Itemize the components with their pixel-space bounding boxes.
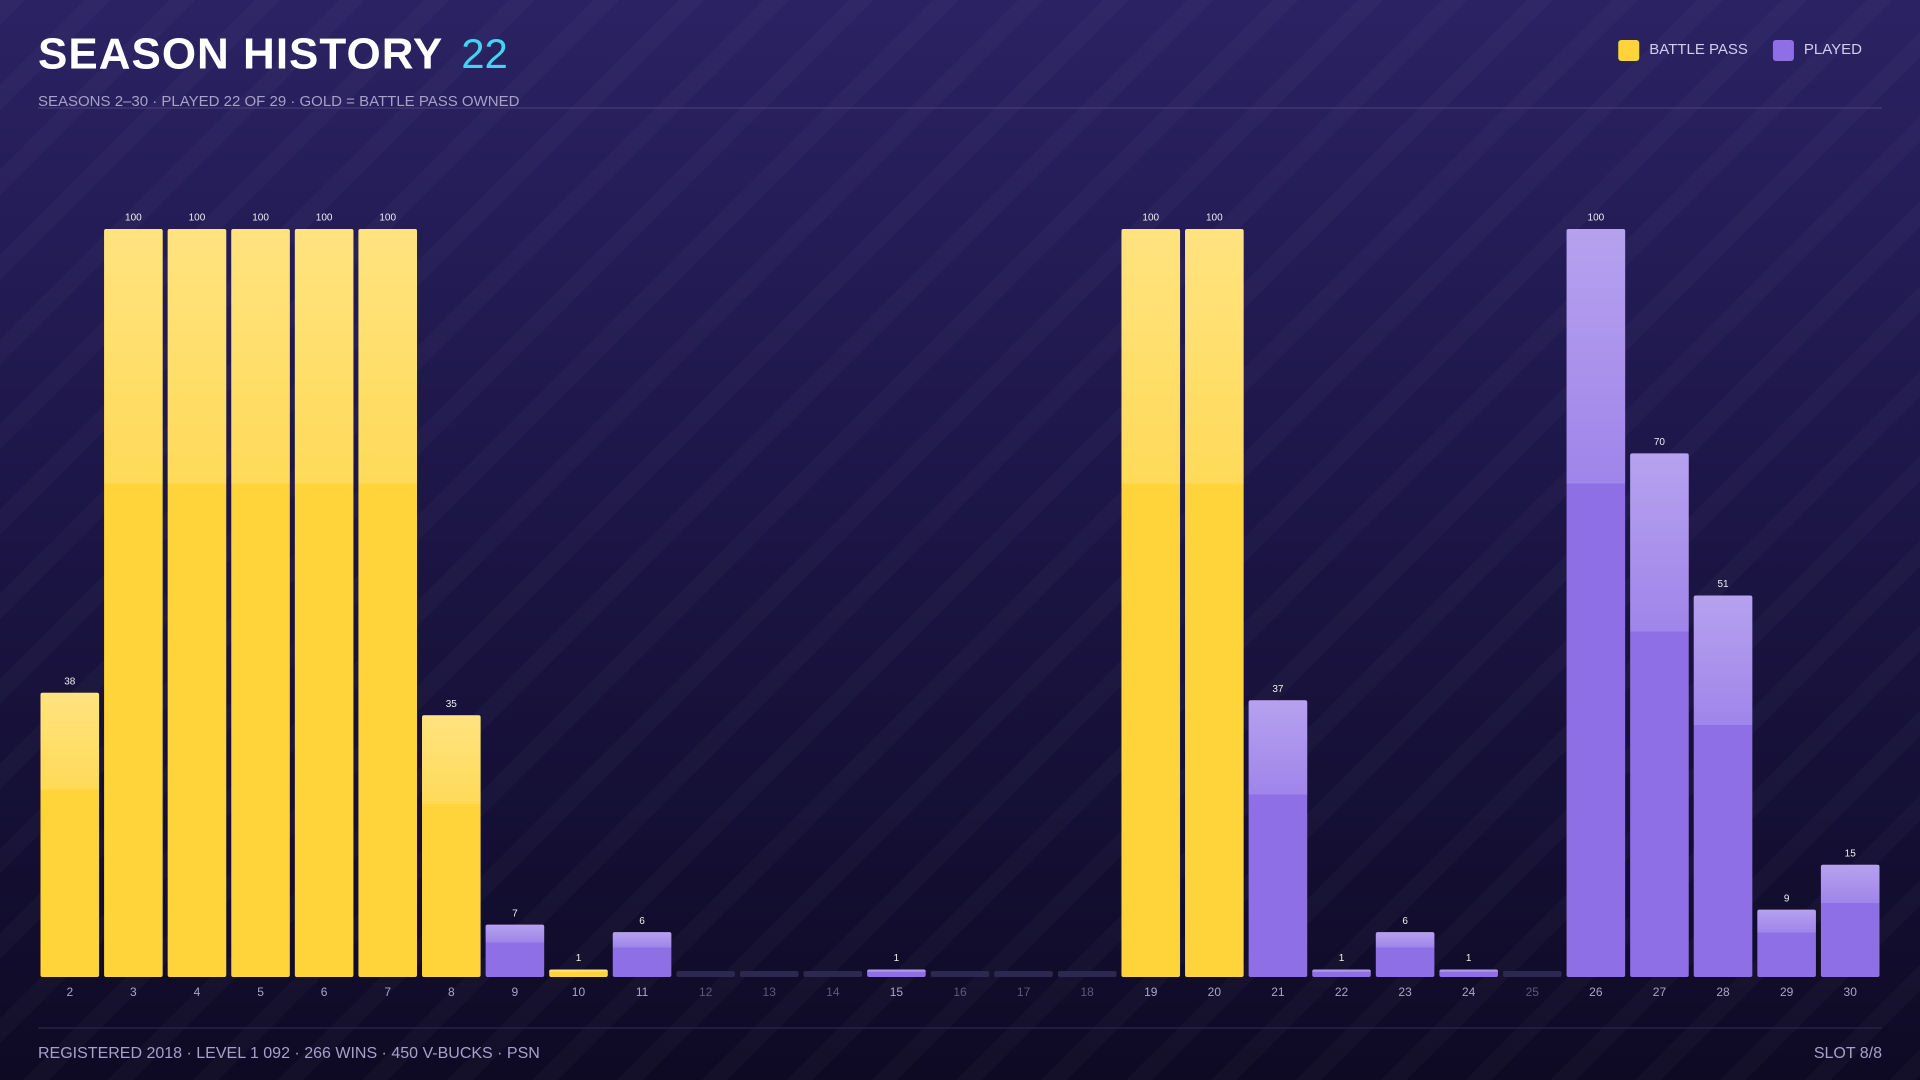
x-tick-label: 18	[1080, 985, 1094, 999]
bar-highlight	[1375, 932, 1435, 977]
x-tick-label: 4	[194, 985, 201, 999]
bar-highlight	[294, 229, 354, 977]
x-tick-label: 17	[1017, 985, 1031, 999]
bar-highlight	[549, 969, 608, 977]
empty-slot	[1502, 971, 1562, 977]
subtitle: SEASONS 2–30 · PLAYED 22 OF 29 · GOLD = …	[38, 93, 520, 110]
value-label: 37	[1272, 684, 1284, 695]
value-label: 35	[446, 699, 458, 710]
bar-highlight	[867, 969, 926, 977]
x-tick-label: 2	[66, 985, 73, 999]
x-tick-label: 6	[321, 985, 328, 999]
x-tick-label: 26	[1589, 985, 1603, 999]
value-label: 100	[189, 213, 206, 224]
x-tick-label: 29	[1780, 985, 1794, 999]
value-label: 38	[64, 676, 76, 687]
value-label: 100	[1142, 213, 1159, 224]
x-tick-label: 9	[512, 985, 519, 999]
value-label: 6	[1402, 916, 1408, 927]
x-tick-label: 28	[1716, 985, 1730, 999]
empty-slot	[803, 971, 863, 977]
bar-highlight	[1693, 595, 1753, 977]
x-tick-label: 10	[572, 985, 586, 999]
bar-highlight	[1439, 969, 1498, 977]
x-tick-label: 13	[763, 985, 777, 999]
value-label: 7	[512, 908, 518, 919]
x-tick-label: 15	[890, 985, 904, 999]
legend-swatch	[1618, 40, 1640, 61]
value-label: 6	[639, 916, 645, 927]
x-tick-label: 12	[699, 985, 713, 999]
x-tick-label: 8	[448, 985, 455, 999]
bar-highlight	[231, 229, 290, 977]
bar-highlight	[1820, 864, 1880, 977]
x-tick-label: 25	[1526, 985, 1540, 999]
value-label: 1	[1339, 953, 1345, 964]
value-label: 1	[894, 953, 900, 964]
footer-info: REGISTERED 2018 · LEVEL 1 092 · 266 WINS…	[38, 1045, 540, 1062]
value-label: 1	[576, 953, 582, 964]
value-label: 9	[1784, 893, 1790, 904]
value-label: 100	[379, 213, 396, 224]
bar-highlight	[1630, 453, 1689, 977]
value-label: 51	[1717, 579, 1729, 590]
x-tick-label: 16	[953, 985, 967, 999]
legend-swatch	[1772, 40, 1794, 61]
bar-highlight	[1757, 909, 1816, 977]
x-tick-label: 5	[257, 985, 264, 999]
value-label: 100	[252, 213, 269, 224]
bar-highlight	[1185, 229, 1244, 977]
x-tick-label: 23	[1398, 985, 1412, 999]
empty-slot	[994, 971, 1053, 977]
bar-highlight	[358, 229, 418, 977]
bar-highlight	[1312, 969, 1371, 977]
x-tick-label: 3	[130, 985, 137, 999]
empty-slot	[676, 971, 735, 977]
bar-highlight	[1121, 229, 1181, 977]
x-tick-label: 24	[1462, 985, 1476, 999]
title-badge: 22	[461, 30, 508, 77]
empty-slot	[739, 971, 799, 977]
bar-highlight	[1566, 229, 1626, 977]
value-label: 100	[1206, 213, 1223, 224]
chart-title: SEASON HISTORY	[38, 30, 443, 79]
value-label: 15	[1845, 848, 1857, 859]
value-label: 1	[1466, 953, 1472, 964]
x-tick-label: 21	[1271, 985, 1285, 999]
x-tick-label: 20	[1208, 985, 1222, 999]
empty-slot	[1057, 971, 1117, 977]
bar-highlight	[104, 229, 163, 977]
bar-highlight	[612, 932, 672, 977]
x-tick-label: 11	[636, 985, 649, 999]
value-label: 100	[125, 213, 142, 224]
value-label: 70	[1654, 437, 1666, 448]
bar-highlight	[1248, 700, 1308, 977]
x-tick-label: 27	[1653, 985, 1667, 999]
legend-label: PLAYED	[1804, 41, 1862, 58]
bar-highlight	[422, 715, 481, 977]
bar-highlight	[40, 692, 100, 977]
value-label: 100	[1588, 213, 1605, 224]
x-tick-label: 30	[1844, 985, 1858, 999]
value-label: 100	[316, 213, 333, 224]
footer-slot: SLOT 8/8	[1814, 1045, 1882, 1062]
bar-highlight	[485, 924, 545, 977]
empty-slot	[930, 971, 990, 977]
legend-label: BATTLE PASS	[1649, 41, 1748, 58]
x-tick-label: 22	[1335, 985, 1349, 999]
bar-highlight	[167, 229, 227, 977]
x-tick-label: 19	[1144, 985, 1158, 999]
x-tick-label: 14	[826, 985, 840, 999]
x-tick-label: 7	[384, 985, 391, 999]
